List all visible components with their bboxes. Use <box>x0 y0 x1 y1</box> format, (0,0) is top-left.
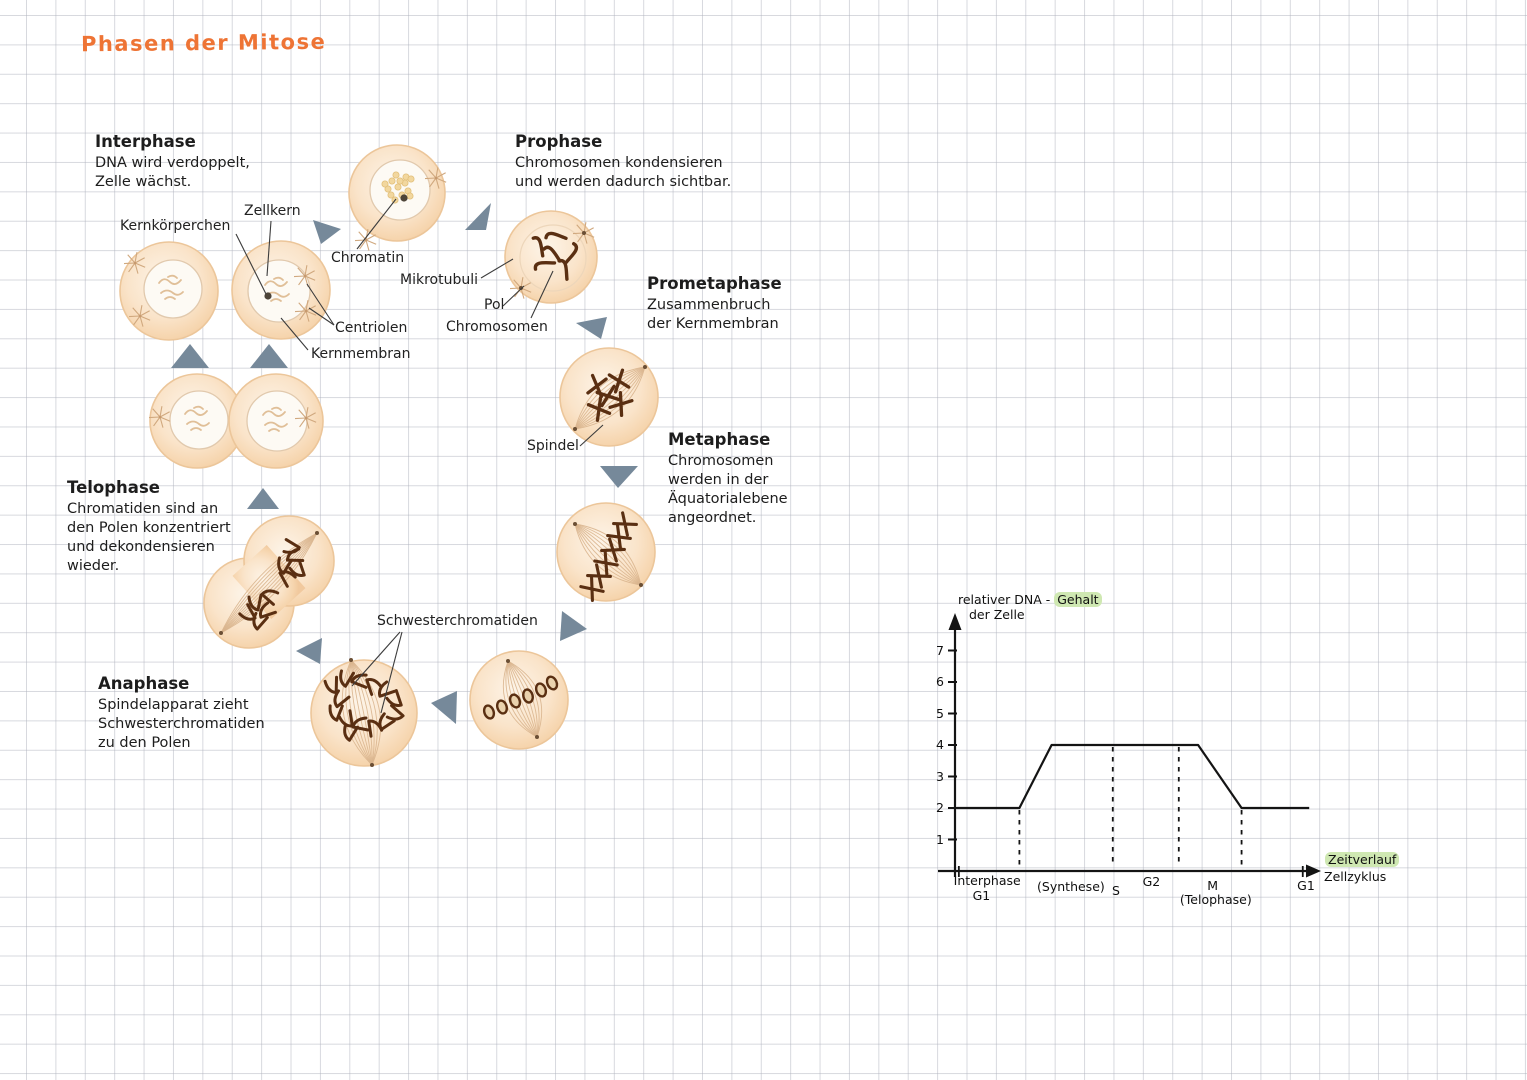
chart-xlabel-line2: Zellzyklus <box>1324 869 1387 884</box>
phase-telophase-desc: Chromatiden sind an den Polen konzentrie… <box>67 501 231 574</box>
chart-xlabel-3: S <box>1112 883 1120 898</box>
label-pol: Pol <box>484 297 505 313</box>
chart-xlabel-7: G1 <box>1297 878 1315 893</box>
chart-ylabel-highlight: Gehalt <box>1054 592 1102 607</box>
cycle-arrows <box>171 203 638 724</box>
chart-xlabel-2: (Synthese) <box>1037 879 1105 894</box>
chart-ytick-3: 3 <box>936 768 944 784</box>
phase-prometaphase-desc: Zusammenbruch der Kernmembran <box>647 297 779 332</box>
phase-prophase: Prophase Chromosomen kondensieren und we… <box>515 132 731 192</box>
phase-interphase-desc: DNA wird verdoppelt, Zelle wächst. <box>95 155 250 190</box>
phase-anaphase-desc: Spindelapparat zieht Schwesterchromatide… <box>98 697 265 751</box>
chart-ytick-7: 7 <box>936 642 944 658</box>
chart-ytick-5: 5 <box>936 705 944 721</box>
chart-xlabel-1: G1 <box>972 888 991 903</box>
phase-prometaphase-title: Prometaphase <box>647 274 782 293</box>
chart-ytick-1: 1 <box>936 831 944 847</box>
phase-anaphase: Anaphase Spindelapparat zieht Schwesterc… <box>98 674 265 753</box>
chart-xlabel-4: G2 <box>1142 874 1161 889</box>
label-pointer-lines <box>235 198 604 714</box>
chart-ylabel-prefix: relativer DNA - <box>958 592 1055 607</box>
chart-ytick-4: 4 <box>936 737 944 752</box>
label-kernmembran: Kernmembran <box>311 346 411 362</box>
phase-metaphase: Metaphase Chromosomen werden in der Äqua… <box>668 430 788 528</box>
label-centriolen: Centriolen <box>335 320 408 336</box>
label-zellkern: Zellkern <box>244 203 301 219</box>
phase-telophase: Telophase Chromatiden sind an den Polen … <box>67 478 231 576</box>
label-schwesterchromatiden: Schwesterchromatiden <box>377 613 538 629</box>
label-kernkoerperchen: Kernkörperchen <box>120 218 231 234</box>
page-title: Phasen der Mitose <box>80 29 327 57</box>
phase-telophase-title: Telophase <box>67 478 160 497</box>
phase-metaphase-title: Metaphase <box>668 430 771 449</box>
chart-ytick-6: 6 <box>936 674 944 689</box>
phase-prophase-title: Prophase <box>515 132 603 151</box>
chart-xlabel-0: Interphase <box>953 873 1021 888</box>
label-chromatin: Chromatin <box>331 250 405 266</box>
chart-xlabel-line1: Zeitverlauf <box>1325 852 1400 867</box>
dna-content-chart-graphics <box>938 613 1321 878</box>
phase-anaphase-title: Anaphase <box>98 674 190 693</box>
phase-interphase-title: Interphase <box>95 132 196 151</box>
chart-xlabel-highlight: Zeitverlauf <box>1325 852 1400 867</box>
chart-ytick-2: 2 <box>936 800 944 815</box>
chart-xlabel-6: (Telophase) <box>1179 892 1252 907</box>
phase-prophase-desc: Chromosomen kondensieren und werden dadu… <box>515 155 732 190</box>
chart-xlabel-5: M <box>1207 878 1218 893</box>
phase-metaphase-desc: Chromosomen werden in der Äquatorialeben… <box>668 453 788 526</box>
chart-ylabel-line1: relativer DNA - Gehalt <box>958 592 1102 607</box>
label-mikrotubuli: Mikrotubuli <box>400 272 478 288</box>
phase-prometaphase: Prometaphase Zusammenbruch der Kernmembr… <box>647 274 782 334</box>
label-spindel: Spindel <box>527 438 579 454</box>
cell-drawings <box>119 144 659 767</box>
phase-interphase: Interphase DNA wird verdoppelt, Zelle wä… <box>95 132 250 192</box>
label-chromosomen: Chromosomen <box>446 319 548 335</box>
chart-ylabel-line2: der Zelle <box>969 607 1025 622</box>
